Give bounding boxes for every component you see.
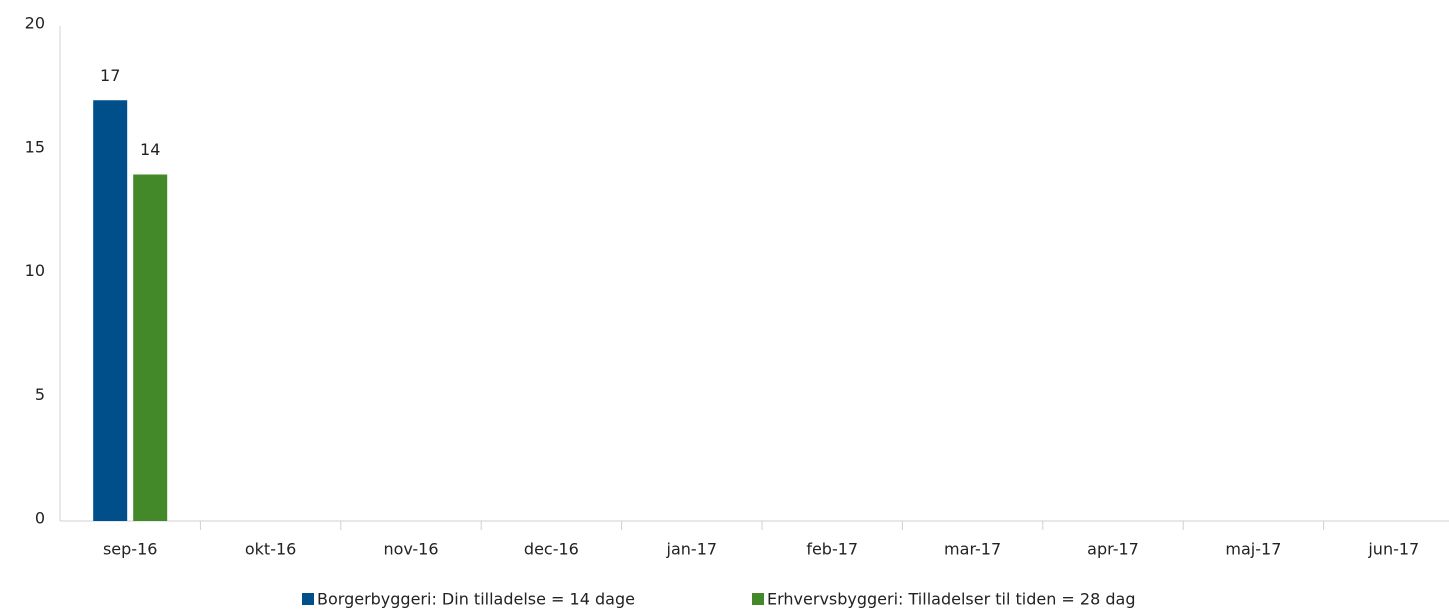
legend-swatch xyxy=(752,593,764,605)
x-tick-label: feb-17 xyxy=(806,540,858,559)
x-tick-label: jun-17 xyxy=(1367,540,1419,559)
bar xyxy=(133,174,168,521)
x-tick-label: okt-16 xyxy=(245,540,296,559)
x-tick-label: nov-16 xyxy=(383,540,438,559)
x-tick-label: sep-16 xyxy=(103,540,157,559)
legend-label: Borgerbyggeri: Din tilladelse = 14 dage xyxy=(317,590,635,609)
y-tick-label: 20 xyxy=(25,14,45,33)
bar xyxy=(93,100,128,521)
x-tick-label: mar-17 xyxy=(944,540,1001,559)
x-tick-label: maj-17 xyxy=(1225,540,1281,559)
y-tick-label: 15 xyxy=(25,137,45,156)
x-tick-label: apr-17 xyxy=(1087,540,1139,559)
x-tick-label: dec-16 xyxy=(524,540,579,559)
data-label: 14 xyxy=(140,140,160,159)
legend-swatch xyxy=(302,593,314,605)
y-tick-label: 5 xyxy=(35,385,45,404)
legend-label: Erhvervsbyggeri: Tilladelser til tiden =… xyxy=(767,590,1135,609)
y-tick-label: 0 xyxy=(35,509,45,528)
data-label: 17 xyxy=(100,66,120,85)
y-tick-label: 10 xyxy=(25,261,45,280)
x-tick-label: jan-17 xyxy=(666,540,718,559)
